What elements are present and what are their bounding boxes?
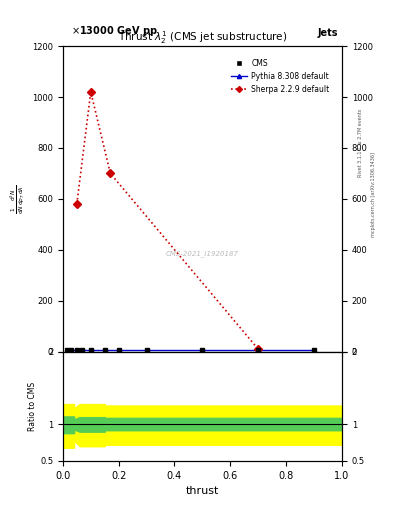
Text: CMS-2021_I1920187: CMS-2021_I1920187 bbox=[166, 250, 239, 257]
Text: Rivet 3.1.10, ≥ 2.7M events: Rivet 3.1.10, ≥ 2.7M events bbox=[358, 109, 363, 178]
Y-axis label: $\frac{1}{\mathrm{d}N}\frac{\mathrm{d}^2N}{\mathrm{d}p_T\,\mathrm{d}\lambda}$: $\frac{1}{\mathrm{d}N}\frac{\mathrm{d}^2… bbox=[9, 184, 27, 214]
Title: Thrust $\lambda_2^1$ (CMS jet substructure): Thrust $\lambda_2^1$ (CMS jet substructu… bbox=[118, 29, 287, 46]
Legend: CMS, Pythia 8.308 default, Sherpa 2.2.9 default: CMS, Pythia 8.308 default, Sherpa 2.2.9 … bbox=[228, 56, 332, 97]
Y-axis label: Ratio to CMS: Ratio to CMS bbox=[28, 381, 37, 431]
Text: Jets: Jets bbox=[318, 28, 338, 38]
X-axis label: thrust: thrust bbox=[186, 486, 219, 496]
Text: mcplots.cern.ch [arXiv:1306.3436]: mcplots.cern.ch [arXiv:1306.3436] bbox=[371, 152, 376, 237]
Text: $\times$13000 GeV pp: $\times$13000 GeV pp bbox=[71, 25, 157, 38]
